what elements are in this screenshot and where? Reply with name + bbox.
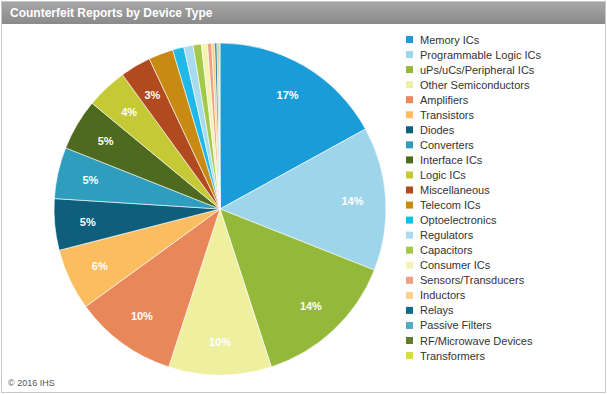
legend-label: Consumer ICs [420, 259, 491, 271]
chart-title: Counterfeit Reports by Device Type [10, 6, 213, 20]
data-label: 14% [341, 195, 363, 207]
legend-label: Programmable Logic ICs [420, 49, 542, 61]
slices [54, 43, 386, 375]
legend-swatch [406, 111, 413, 118]
data-label: 17% [277, 89, 299, 101]
legend-label: Logic ICs [420, 169, 466, 181]
legend-label: Inductors [420, 289, 466, 301]
legend-swatch [406, 171, 413, 178]
data-label: 6% [92, 260, 108, 272]
legend-swatch [406, 51, 413, 58]
legend-label: Memory ICs [420, 34, 480, 46]
pie-slice [215, 43, 220, 209]
legend-label: Relays [420, 304, 454, 316]
source-note: © 2016 IHS [8, 378, 55, 388]
data-label: 5% [80, 216, 96, 228]
legend-label: Interface ICs [420, 154, 483, 166]
legend-label: Transformers [420, 350, 485, 362]
legend-swatch [406, 352, 413, 359]
legend-swatch [406, 247, 413, 254]
data-label: 5% [98, 135, 114, 147]
pie-slice [219, 43, 220, 209]
legend-label: Converters [420, 139, 474, 151]
legend-swatch [406, 202, 413, 209]
legend-label: uPs/uCs/Peripheral ICs [420, 64, 535, 76]
legend-swatch [406, 337, 413, 344]
legend-swatch [406, 96, 413, 103]
pie-slice [201, 43, 220, 209]
data-labels: 17% 14% 14% 10% 10% 6% 5% 5% 5% 4% 3% [80, 89, 364, 348]
chart-svg: 17% 14% 14% 10% 10% 6% 5% 5% 5% 4% 3% Memory ICs Pro… [2, 2, 605, 392]
pie-slice [218, 43, 220, 209]
data-label: 10% [131, 310, 153, 322]
legend-swatch [406, 66, 413, 73]
data-label: 5% [82, 174, 98, 186]
legend-swatch [406, 126, 413, 133]
pie-slice [217, 43, 220, 209]
legend-swatch [406, 187, 413, 194]
data-label: 10% [209, 336, 231, 348]
legend-label: Transistors [420, 109, 474, 121]
data-label: 4% [121, 106, 137, 118]
data-label: 14% [300, 300, 322, 312]
legend-label: Diodes [420, 124, 455, 136]
legend-label: Regulators [420, 229, 474, 241]
legend-swatch [406, 156, 413, 163]
pie-slice [208, 43, 221, 209]
legend: Memory ICs Programmable Logic ICs uPs/uCs/… [406, 34, 542, 362]
title-bar: Counterfeit Reports by Device Type [2, 2, 605, 24]
legend-swatch [406, 36, 413, 43]
legend-label: Miscellaneous [420, 184, 490, 196]
legend-swatch [406, 81, 413, 88]
legend-label: RF/Microwave Devices [420, 335, 533, 347]
legend-swatch [406, 307, 413, 314]
legend-swatch [406, 232, 413, 239]
legend-swatch [406, 277, 413, 284]
legend-label: Sensors/Transducers [420, 274, 525, 286]
legend-swatch [406, 217, 413, 224]
legend-label: Optoelectronics [420, 214, 497, 226]
legend-label: Telecom ICs [420, 199, 481, 211]
data-label: 3% [144, 89, 160, 101]
chart-frame: 17% 14% 14% 10% 10% 6% 5% 5% 5% 4% 3% Memory ICs Pro… [1, 1, 606, 393]
legend-swatch [406, 322, 413, 329]
legend-label: Amplifiers [420, 94, 469, 106]
pie-slice [212, 43, 220, 209]
legend-label: Other Semiconductors [420, 79, 530, 91]
legend-label: Capacitors [420, 244, 473, 256]
legend-swatch [406, 141, 413, 148]
legend-swatch [406, 292, 413, 299]
legend-swatch [406, 262, 413, 269]
legend-label: Passive Filters [420, 319, 492, 331]
